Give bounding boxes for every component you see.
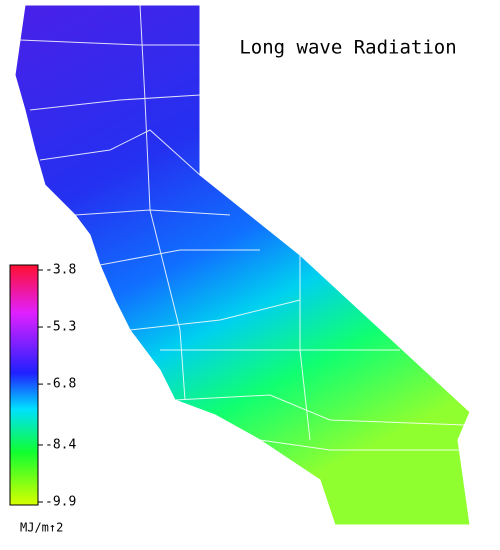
colorbar-tick-label: -9.9 [45,495,76,510]
colorbar-tick-label: -5.3 [45,320,76,335]
colorbar-tick-label: -3.8 [45,263,76,278]
colorbar-unit: MJ/m↑2 [20,521,63,535]
colorbar-tick-label: -8.4 [45,437,76,452]
california-map [14,4,471,526]
colorbar-tick-label: -6.8 [45,377,76,392]
map-title: Long wave Radiation [239,37,456,59]
colorbar [9,264,39,506]
county-lines [19,4,466,451]
